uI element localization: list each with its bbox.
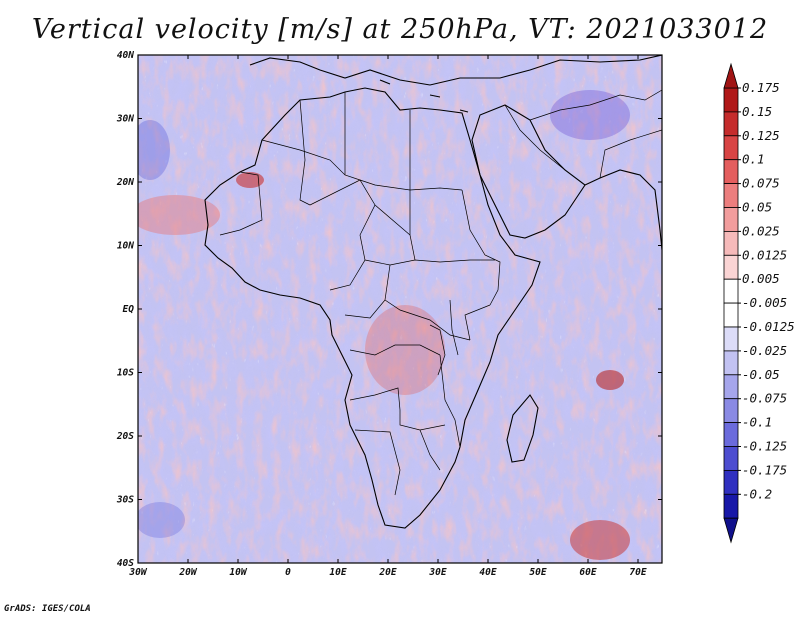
country-borders [219,89,662,496]
colorbar-label: 0.075 [742,176,780,191]
colorbar: 0.175 0.15 0.125 0.1 0.075 0.05 0.025 0.0125 0.0… [723,62,795,544]
lat-tick-label: 20N [116,177,134,188]
madagascar-coastline [506,394,539,463]
africa-coastline [204,87,541,529]
colorbar-swatch [723,469,739,495]
colorbar-swatch [723,207,739,232]
colorbar-swatch [723,135,739,161]
lat-tick-label: 30N [116,114,134,125]
positive-patch [596,370,624,390]
lon-tick-label: 30E [428,567,446,578]
colorbar-label: -0.005 [742,295,787,310]
colorbar-swatch [723,326,739,352]
lat-tick-label: 20S [116,431,134,442]
colorbar-bottom-cap [723,517,739,544]
colorbar-swatch [723,350,739,376]
lat-tick-label: EQ [123,304,135,315]
positive-patch [365,305,445,395]
arabia-coastline [471,104,586,239]
lat-tick-label: 40N [117,50,134,61]
colorbar-swatch [723,493,739,519]
colorbar-swatch [723,230,739,256]
colorbar-label: 0.125 [742,128,780,143]
europe-coastline [249,55,662,86]
colorbar-swatch [723,159,739,184]
lon-tick-label: 30W [128,567,147,578]
colorbar-label: -0.2 [742,486,772,501]
coastlines [204,55,662,529]
colorbar-top-cap [723,62,739,89]
colorbar-label: 0.1 [742,152,765,167]
white-streaks [138,55,662,563]
colorbar-swatch [723,446,739,471]
colorbar-swatch [723,183,739,208]
colorbar-label: 0.025 [742,223,780,238]
lat-tick-label: 10N [117,241,134,252]
colorbar-label: 0.15 [742,104,772,119]
colorbar-label: 0.175 [742,80,780,95]
positive-patch [138,195,220,235]
lon-tick-label: 10E [329,567,346,578]
colorbar-label: -0.05 [742,367,780,382]
negative-patch [138,502,185,538]
positive-patch [570,520,630,560]
colorbar-label: 0.0125 [742,247,787,262]
colorbar-label: -0.0125 [742,319,795,334]
lon-tick-label: 0 [285,567,291,578]
footer-credit: GrADS: IGES/COLA [4,604,91,614]
lat-tick-label: 40S [117,558,134,569]
colorbar-label: -0.1 [742,415,772,430]
colorbar-label: -0.175 [742,462,787,477]
lon-tick-label: 40E [479,567,496,578]
colorbar-swatch [723,111,739,137]
negative-patch [550,90,630,140]
positive-patch [236,172,264,188]
colorbar-label: -0.025 [742,343,787,358]
lon-tick-label: 60E [579,567,596,578]
colorbar-label: -0.125 [742,439,787,454]
colorbar-swatch [723,87,739,113]
mediterranean-islands [379,79,469,113]
map-title: Vertical velocity [m/s] at 250hPa, VT: 2… [31,14,769,45]
lat-tick-label: 10S [117,368,134,379]
colorbar-swatch [723,254,739,280]
negative-patch [138,120,170,180]
colorbar-label: 0.005 [742,271,780,286]
colorbar-label: -0.075 [742,391,787,406]
colorbar-label: 0.05 [742,200,772,215]
lon-tick-label: 20E [378,567,396,578]
lon-tick-label: 70E [629,567,646,578]
lat-tick-label: 30S [116,495,134,506]
velocity-field [138,55,662,563]
colorbar-swatch [723,398,739,424]
colorbar-swatch [723,278,739,304]
colorbar-swatch [723,374,739,400]
colorbar-swatch [723,302,739,328]
colorbar-swatch [723,422,739,447]
lon-tick-label: 50E [529,567,546,578]
lon-tick-label: 10W [229,567,247,578]
lon-tick-label: 20W [178,567,197,578]
